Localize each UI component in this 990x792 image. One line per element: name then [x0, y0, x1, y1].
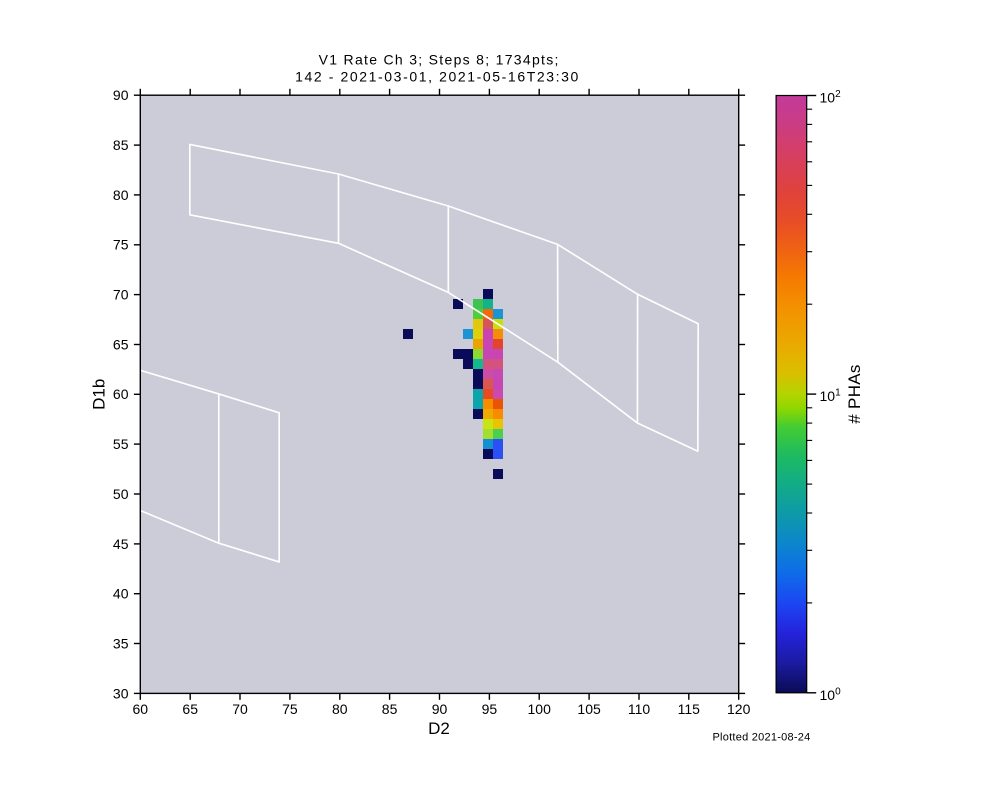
svg-text:90: 90: [432, 701, 448, 717]
svg-text:102: 102: [820, 89, 842, 106]
svg-text:30: 30: [113, 685, 129, 701]
svg-text:45: 45: [113, 536, 129, 552]
svg-text:60: 60: [113, 386, 129, 402]
svg-text:75: 75: [282, 701, 298, 717]
svg-text:115: 115: [678, 701, 701, 717]
svg-text:80: 80: [332, 701, 348, 717]
svg-text:110: 110: [628, 701, 651, 717]
svg-text:90: 90: [113, 87, 129, 103]
svg-text:70: 70: [113, 287, 129, 303]
svg-text:120: 120: [727, 701, 751, 717]
svg-text:60: 60: [133, 701, 149, 717]
svg-text:65: 65: [113, 336, 129, 352]
svg-text:100: 100: [528, 701, 552, 717]
svg-text:95: 95: [482, 701, 498, 717]
svg-text:100: 100: [820, 686, 842, 703]
svg-text:D2: D2: [428, 719, 450, 738]
svg-text:V1 Rate Ch 3; Steps 8; 1734pts: V1 Rate Ch 3; Steps 8; 1734pts;: [319, 52, 560, 68]
svg-text:35: 35: [113, 635, 129, 651]
svg-text:50: 50: [113, 486, 129, 502]
svg-text:85: 85: [113, 137, 129, 153]
svg-text:55: 55: [113, 436, 129, 452]
svg-text:# PHAs: # PHAs: [845, 364, 864, 423]
svg-text:105: 105: [577, 701, 601, 717]
svg-text:80: 80: [113, 187, 129, 203]
svg-text:101: 101: [820, 388, 842, 405]
svg-text:65: 65: [182, 701, 198, 717]
svg-text:85: 85: [382, 701, 398, 717]
svg-text:70: 70: [232, 701, 248, 717]
svg-text:D1b: D1b: [90, 379, 109, 410]
svg-text:40: 40: [113, 586, 129, 602]
svg-text:Plotted 2021-08-24: Plotted 2021-08-24: [712, 732, 810, 744]
svg-text:75: 75: [113, 237, 129, 253]
svg-text:142 - 2021-03-01, 2021-05-16T2: 142 - 2021-03-01, 2021-05-16T23:30: [295, 68, 580, 84]
